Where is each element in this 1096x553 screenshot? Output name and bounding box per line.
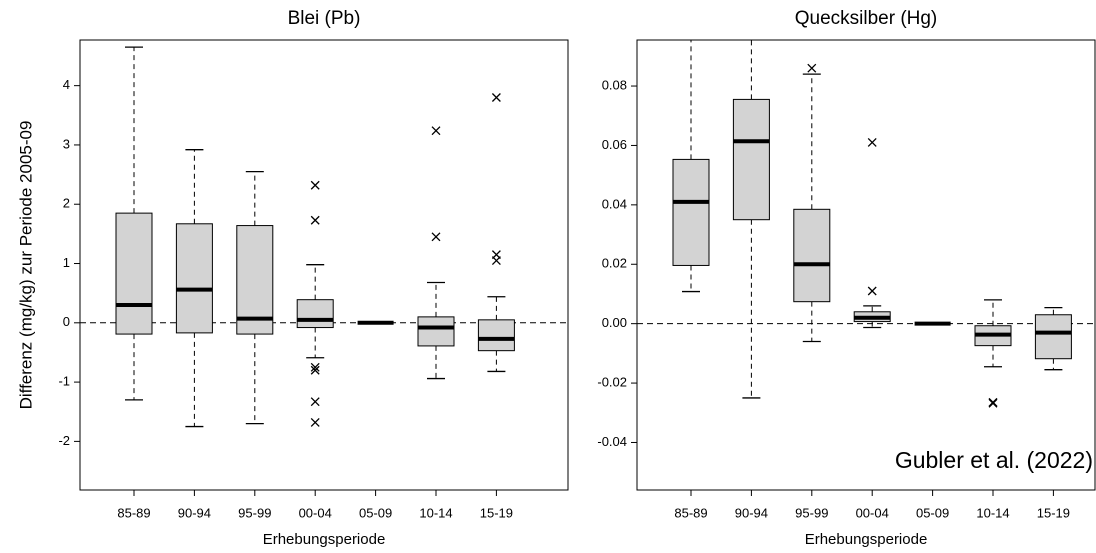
outlier	[310, 417, 320, 427]
y-tick-label: -0.04	[597, 434, 627, 449]
plot-area	[80, 46, 568, 428]
outlier	[310, 365, 320, 375]
outlier	[310, 215, 320, 225]
chart-title: Quecksilber (Hg)	[795, 8, 938, 29]
x-tick-label: 15-19	[480, 505, 513, 520]
y-tick-label: 0.08	[602, 77, 627, 92]
x-tick-label: 95-99	[238, 505, 271, 520]
x-tick-label: 85-89	[674, 505, 707, 520]
outlier	[310, 180, 320, 190]
outlier	[807, 63, 817, 73]
box	[732, 98, 770, 221]
x-tick-label: 10-14	[419, 505, 452, 520]
x-tick-label: 10-14	[976, 505, 1009, 520]
box	[672, 158, 710, 266]
y-tick-label: 0.04	[602, 196, 627, 211]
outlier	[867, 286, 877, 296]
x-axis-label: Erhebungsperiode	[805, 531, 928, 548]
box	[115, 212, 153, 335]
x-tick-label: 85-89	[117, 505, 150, 520]
box	[1034, 314, 1072, 360]
outlier	[310, 397, 320, 407]
box	[175, 223, 213, 334]
y-tick-label: -0.02	[597, 375, 627, 390]
outlier	[431, 232, 441, 242]
y-tick-label: 3	[63, 136, 70, 151]
box	[417, 316, 455, 347]
y-tick-label: -1	[58, 374, 70, 389]
chart-title: Blei (Pb)	[288, 8, 361, 29]
x-tick-label: 05-09	[916, 505, 949, 520]
y-tick-label: -2	[58, 433, 70, 448]
outlier	[310, 362, 320, 372]
y-tick-label: 0.00	[602, 315, 627, 330]
outlier	[867, 138, 877, 147]
y-tick-label: 0.06	[602, 137, 627, 152]
box	[793, 208, 831, 303]
y-axis-label: Differenz (mg/kg) zur Periode 2005-09	[16, 121, 35, 410]
outlier	[491, 256, 501, 266]
box	[236, 225, 274, 335]
x-tick-label: 00-04	[856, 505, 889, 520]
y-tick-label: 2	[63, 196, 70, 211]
x-tick-label: 05-09	[359, 505, 392, 520]
outlier	[431, 126, 441, 136]
plot-area	[637, 40, 1095, 408]
y-tick-label: 0.02	[602, 256, 627, 271]
outlier	[491, 93, 501, 102]
box	[477, 319, 515, 352]
y-tick-label: 4	[63, 77, 70, 92]
y-tick-label: 1	[63, 255, 70, 270]
plot-frame	[636, 39, 1096, 491]
annotation: Gubler et al. (2022)	[895, 447, 1093, 473]
x-tick-label: 15-19	[1037, 505, 1070, 520]
x-tick-label: 95-99	[795, 505, 828, 520]
box	[296, 299, 334, 329]
plot-frame	[79, 39, 569, 491]
x-axis-label: Erhebungsperiode	[263, 531, 386, 548]
x-tick-label: 90-94	[735, 505, 768, 520]
x-tick-label: 00-04	[299, 505, 332, 520]
y-tick-label: 0	[63, 314, 70, 329]
x-tick-label: 90-94	[178, 505, 211, 520]
outlier	[988, 398, 998, 408]
